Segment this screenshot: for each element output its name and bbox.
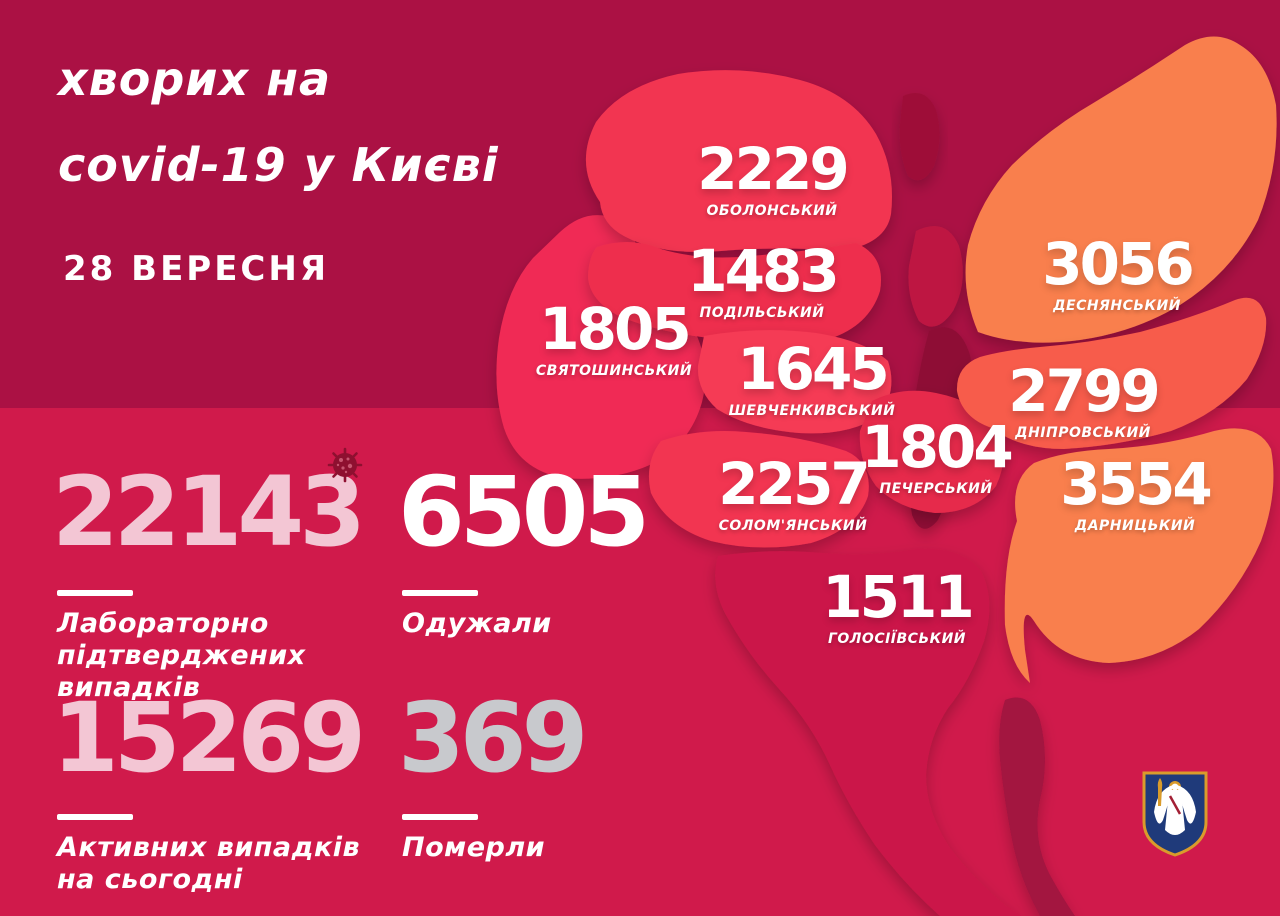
district-label-dniprovskyi: 2799 ДНІПРОВСЬКИЙ [1008, 357, 1160, 441]
sash [1168, 795, 1182, 815]
district-value: 1645 [737, 335, 889, 403]
left-wing [1154, 785, 1173, 824]
active-cases-value: 15269 [52, 682, 366, 794]
district-value: 2799 [1008, 357, 1160, 425]
district-label-podilskyi: 1483 ПОДІЛЬСЬКИЙ [687, 237, 839, 321]
active-cases-label: Активних випадків на сьогодні [57, 832, 361, 895]
district-label-obolonskyi: 2229 ОБОЛОНСЬКИЙ [697, 135, 849, 219]
recovered-value: 6505 [398, 456, 650, 568]
district-shape-obolonskyi [585, 70, 892, 253]
date-label: 28 ВЕРЕСНЯ [63, 249, 330, 289]
recovered-label: Одужали [402, 608, 552, 639]
district-name: ДНІПРОВСЬКИЙ [1015, 425, 1151, 441]
district-label-pecherskyi: 1804 ПЕЧЕРСЬКИЙ [861, 413, 1013, 497]
district-name: ОБОЛОНСЬКИЙ [706, 203, 838, 219]
river-island-mid [908, 226, 963, 327]
right-wing [1177, 785, 1196, 824]
confirmed-cases-value: 22143 [52, 456, 366, 568]
district-value: 1483 [687, 237, 839, 305]
district-shape-desnianskyi [965, 36, 1277, 343]
deaths-value: 369 [398, 682, 588, 794]
title-line-2: covid-19 у Києві [58, 138, 499, 192]
active-cases-divider [57, 814, 133, 820]
district-shape-pecherskyi [859, 390, 1004, 513]
district-name: ДАРНИЦЬКИЙ [1074, 518, 1196, 534]
district-value: 3056 [1042, 230, 1194, 298]
district-name: СОЛОМ'ЯНСЬКИЙ [718, 518, 868, 534]
district-label-sviatoshynskyi: 1805 СВЯТОШИНСЬКИЙ [536, 300, 692, 379]
confirmed-cases-divider [57, 590, 133, 596]
robe [1165, 790, 1185, 835]
coronavirus-icon [327, 447, 363, 483]
district-label-shevchenkivskyi: 1645 ШЕВЧЕНКИВСЬКИЙ [729, 340, 896, 419]
district-label-solomianskyi: 2257 СОЛОМ'ЯНСЬКИЙ [718, 450, 870, 534]
district-shape-shevchenkivskyi [697, 330, 892, 434]
district-value: 3554 [1060, 450, 1212, 518]
district-value: 1804 [861, 413, 1013, 481]
river-tail-south [999, 697, 1075, 916]
confirmed-cases-label: Лабораторно підтверджених випадків [57, 608, 306, 703]
district-value: 1805 [539, 295, 691, 363]
head [1171, 783, 1179, 791]
deaths-label: Померли [402, 832, 546, 863]
district-name: ШЕВЧЕНКИВСЬКИЙ [728, 403, 896, 419]
district-shape-sviatoshynskyi [496, 215, 706, 479]
recovered-divider [402, 590, 478, 596]
district-name: ДЕСНЯНСЬКИЙ [1053, 298, 1181, 314]
flaming-sword [1157, 778, 1163, 806]
district-label-holosiivskyi: 1511 ГОЛОСІЇВСЬКИЙ [822, 563, 974, 647]
district-name: СВЯТОШИНСЬКИЙ [535, 363, 693, 379]
river-island-north [899, 93, 940, 181]
district-name: ПЕЧЕРСЬКИЙ [879, 481, 993, 497]
district-value: 2229 [697, 135, 849, 203]
district-shape-solomianskyi [648, 431, 869, 548]
deaths-divider [402, 814, 478, 820]
district-shape-podilskyi [588, 241, 881, 343]
title-line-1: хворих на [58, 52, 332, 106]
district-label-darnytskyi: 3554 ДАРНИЦЬКИЙ [1060, 450, 1212, 534]
district-label-desnianskyi: 3056 ДЕСНЯНСЬКИЙ [1042, 230, 1194, 314]
district-value: 2257 [718, 450, 870, 518]
district-name: ПОДІЛЬСЬКИЙ [699, 305, 825, 321]
district-shape-dniprovskyi [956, 297, 1267, 449]
district-name: ГОЛОСІЇВСЬКИЙ [827, 631, 967, 647]
district-shape-holosiivskyi [715, 548, 1022, 916]
district-shape-darnytskyi [1004, 428, 1274, 683]
kyiv-coat-of-arms-icon [1142, 771, 1208, 857]
district-value: 1511 [822, 563, 974, 631]
